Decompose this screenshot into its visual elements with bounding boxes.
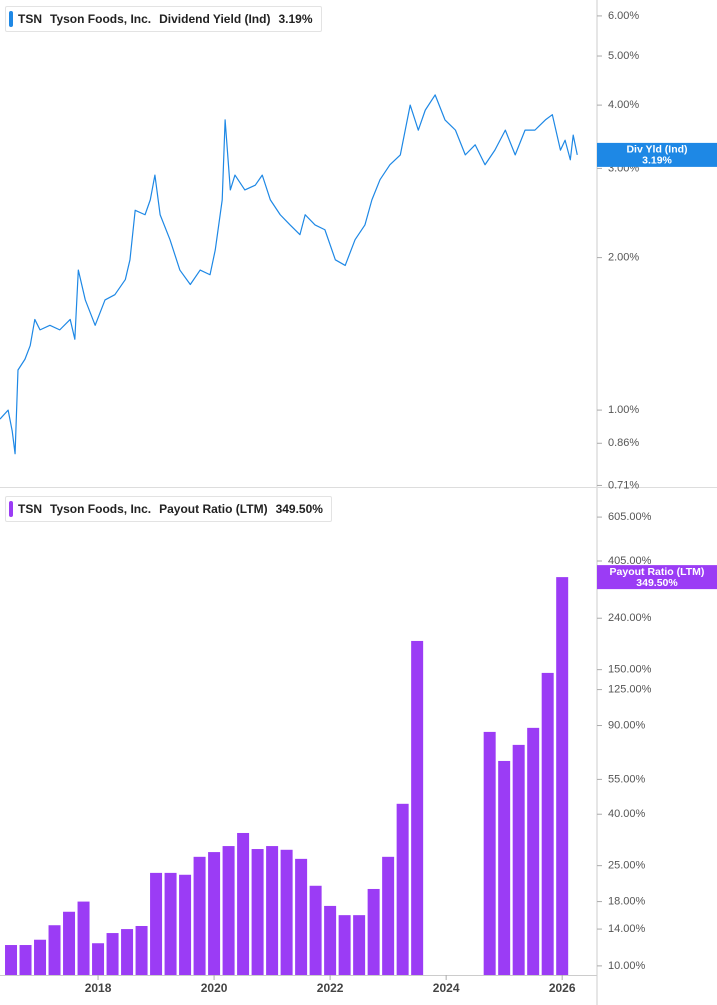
value-tag-name: Div Yld (Ind) bbox=[626, 144, 687, 156]
bar bbox=[541, 672, 554, 975]
bar bbox=[208, 852, 221, 975]
bar bbox=[324, 905, 337, 975]
bar bbox=[527, 727, 540, 975]
legend-company: Tyson Foods, Inc. bbox=[50, 12, 152, 26]
bar bbox=[556, 577, 569, 975]
bar bbox=[251, 849, 264, 975]
bar bbox=[396, 803, 409, 975]
bar bbox=[135, 925, 148, 975]
legend-swatch bbox=[9, 501, 13, 517]
y-tick-label: 150.00% bbox=[608, 664, 652, 676]
bar bbox=[150, 872, 163, 975]
legend-value: 349.50% bbox=[275, 502, 323, 516]
legend-ticker: TSN bbox=[18, 502, 42, 516]
value-tag bbox=[597, 565, 717, 590]
y-tick-label: 40.00% bbox=[608, 808, 646, 820]
bar bbox=[280, 849, 293, 975]
bar bbox=[92, 943, 105, 975]
bar bbox=[353, 915, 366, 975]
x-tick-label: 2018 bbox=[85, 981, 112, 995]
x-tick-label: 2022 bbox=[317, 981, 344, 995]
bar bbox=[367, 888, 380, 975]
y-tick-label: 0.86% bbox=[608, 437, 639, 449]
y-tick-label: 605.00% bbox=[608, 511, 652, 523]
legend: TSN Tyson Foods, Inc. Payout Ratio (LTM)… bbox=[5, 496, 332, 522]
bar bbox=[222, 846, 235, 975]
legend-value: 3.19% bbox=[278, 12, 313, 26]
y-tick-label: 10.00% bbox=[608, 960, 646, 972]
y-tick-label: 4.00% bbox=[608, 99, 639, 111]
legend-series: Dividend Yield (Ind) bbox=[159, 12, 271, 26]
bar bbox=[34, 939, 47, 975]
bar bbox=[63, 911, 76, 975]
value-tag-value: 349.50% bbox=[636, 577, 678, 589]
legend-series: Payout Ratio (LTM) bbox=[159, 502, 268, 516]
bar bbox=[121, 929, 134, 975]
y-tick-label: 90.00% bbox=[608, 719, 646, 731]
bar bbox=[193, 856, 206, 975]
bar bbox=[164, 872, 177, 975]
value-tag-value: 3.19% bbox=[642, 155, 672, 167]
x-tick-label: 2020 bbox=[201, 981, 228, 995]
legend-ticker: TSN bbox=[18, 12, 42, 26]
bar bbox=[498, 760, 511, 975]
bar bbox=[338, 915, 351, 975]
y-tick-label: 18.00% bbox=[608, 895, 646, 907]
legend-company: Tyson Foods, Inc. bbox=[50, 502, 152, 516]
bar bbox=[266, 846, 279, 975]
bar bbox=[19, 945, 32, 975]
y-tick-label: 0.71% bbox=[608, 479, 639, 491]
y-tick-label: 25.00% bbox=[608, 860, 646, 872]
y-tick-label: 6.00% bbox=[608, 10, 639, 22]
bar bbox=[237, 832, 250, 975]
bar bbox=[411, 640, 424, 975]
y-tick-label: 240.00% bbox=[608, 612, 652, 624]
bar bbox=[77, 901, 90, 975]
y-tick-label: 405.00% bbox=[608, 555, 652, 567]
x-tick-label: 2026 bbox=[549, 981, 576, 995]
bar bbox=[309, 885, 322, 975]
y-tick-label: 5.00% bbox=[608, 50, 639, 62]
bar bbox=[48, 925, 61, 975]
y-tick-label: 2.00% bbox=[608, 252, 639, 264]
bar bbox=[5, 945, 18, 975]
bar bbox=[483, 731, 496, 975]
value-tag-name: Payout Ratio (LTM) bbox=[610, 566, 705, 578]
y-tick-label: 1.00% bbox=[608, 404, 639, 416]
legend-swatch bbox=[9, 11, 13, 27]
value-tag bbox=[597, 142, 717, 167]
x-tick-label: 2024 bbox=[433, 981, 460, 995]
y-tick-label: 55.00% bbox=[608, 773, 646, 785]
y-tick-label: 14.00% bbox=[608, 923, 646, 935]
legend: TSN Tyson Foods, Inc. Dividend Yield (In… bbox=[5, 6, 322, 32]
line bbox=[0, 94, 578, 455]
bar bbox=[179, 874, 192, 975]
bar bbox=[295, 858, 308, 975]
bar bbox=[382, 856, 395, 975]
y-tick-label: 125.00% bbox=[608, 683, 652, 695]
bar bbox=[106, 933, 119, 975]
bar bbox=[512, 744, 525, 975]
